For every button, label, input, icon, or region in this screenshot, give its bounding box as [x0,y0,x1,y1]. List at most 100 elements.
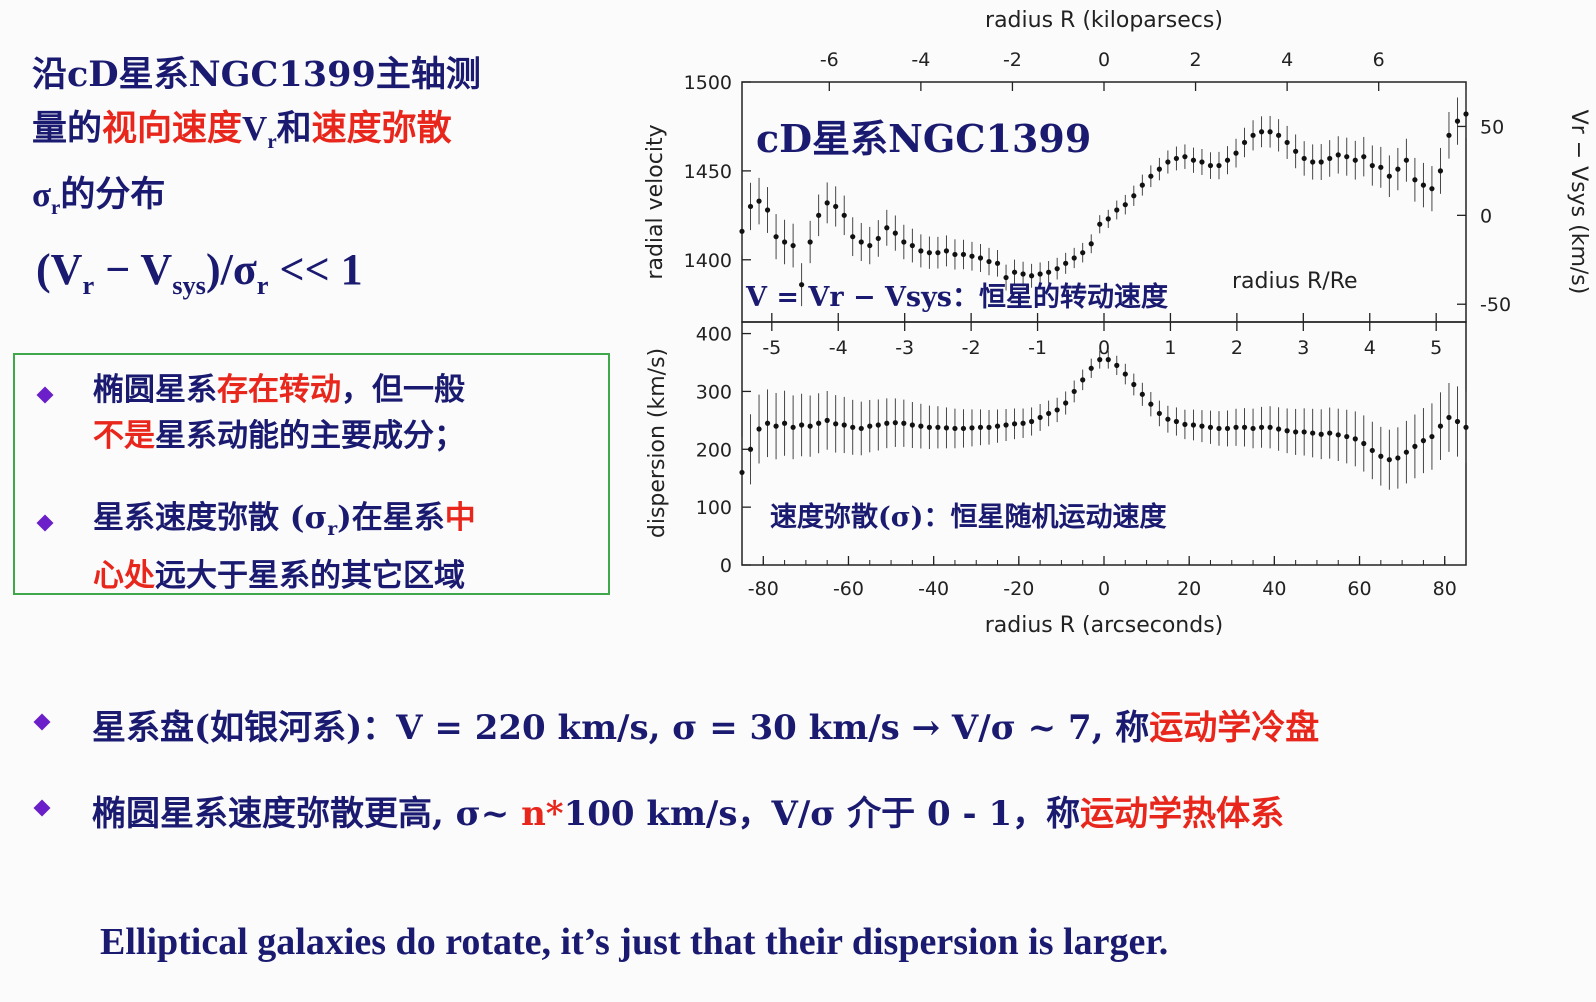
dispersion-point [1156,410,1162,417]
x-tick-label-re: -2 [962,337,981,359]
formula-sub-r2: r [256,269,269,300]
intro-line2-d: 和 [276,108,312,149]
dispersion-point [1029,418,1035,425]
dispersion-point [1412,443,1418,449]
velocity-point [1097,221,1103,227]
x-tick-label-arcsec: -20 [1003,578,1034,600]
x-tick-label-arcsec: 40 [1262,578,1286,600]
intro-line-3: σr的分布 [32,168,622,234]
velocity-point [892,230,898,236]
bullet-icon [33,799,51,817]
dispersion-point [781,420,788,426]
velocity-point [1173,155,1179,162]
dispersion-point [875,422,881,428]
velocity-point [1403,157,1409,163]
velocity-point [1335,152,1341,158]
dispersion-point [1344,433,1350,440]
velocity-point [1420,182,1427,188]
velocity-point [1386,173,1392,179]
intro-vr-sub: r [267,129,277,153]
dispersion-point [841,422,847,428]
dispersion-point [1003,422,1009,428]
dispersion-point [1335,432,1341,438]
dispersion-point [1122,371,1128,377]
dispersion-point [1173,418,1179,425]
dispersion-point [1088,365,1094,371]
dispersion-point [1310,430,1316,436]
velocity-point [1105,216,1111,222]
velocity-point [781,239,788,245]
dispersion-point [935,424,941,430]
velocity-point [850,234,856,240]
intro-line2-a: 量的 [32,108,103,149]
velocity-point [1276,132,1282,138]
bottom-panel-series [739,350,1469,509]
velocity-point [1199,159,1205,165]
x-tick-label-re: 3 [1297,337,1309,359]
velocity-point [1054,266,1060,272]
bottom-a-cold-disk: 运动学冷盘 [1149,708,1320,748]
dispersion-point [1071,388,1077,395]
velocity-point [918,248,924,254]
x-tick-label-kpc: 0 [1098,49,1110,71]
y-tick-label-right: 50 [1480,116,1504,138]
bottom-b-hot-system: 运动学热体系 [1080,794,1285,834]
velocity-point [1156,166,1162,172]
velocity-point [994,260,1001,266]
velocity-point [969,253,975,259]
dispersion-point [1293,429,1299,435]
dispersion-point [969,425,975,431]
dispersion-point [1080,377,1086,383]
dispersion-point [943,425,950,431]
intro-text: 沿cD星系NGC1399主轴测 量的视向速度Vr和速度弥散 σr的分布 [32,48,622,234]
dispersion-point [1097,357,1103,363]
dispersion-point [799,422,805,428]
dispersion-point [1020,420,1026,426]
dispersion-point [850,424,856,430]
dispersion-point [1454,418,1461,425]
x-tick-label-re: 5 [1430,337,1442,359]
dispersion-point [1216,425,1222,432]
velocity-point [764,207,771,213]
dispersion-point [790,424,796,430]
velocity-point [1207,162,1214,169]
dispersion-point [1403,449,1409,455]
bottom-b-n: n* [521,794,564,834]
dispersion-point [977,424,984,430]
velocity-point [909,242,915,249]
velocity-point [875,235,881,242]
b1-e: 星系动能的主要成分； [155,418,465,454]
dispersion-point [1276,426,1282,432]
dispersion-point [1420,438,1427,444]
velocity-point [926,250,932,256]
dispersion-point [901,420,907,426]
dispersion-point [764,420,771,426]
velocity-point [901,239,907,245]
velocity-point [1216,162,1222,169]
intro-line-2: 量的视向速度Vr和速度弥散 [32,102,622,168]
bullet-icon [36,386,54,404]
intro-radial-velocity-term: 视向速度 [102,108,243,149]
intro-sigma-sub: r [51,195,61,219]
y-label-velocity: radial velocity [643,124,668,279]
velocity-point [1241,139,1248,146]
dispersion-point [1224,425,1231,432]
intro-line3-b: 的分布 [60,174,166,215]
dispersion-point [1139,391,1145,397]
dispersion-point [1437,423,1444,429]
dispersion-point [1148,401,1154,407]
x-tick-label-arcsec: -60 [833,578,864,600]
velocity-point [1139,182,1145,188]
velocity-point [1071,255,1077,261]
velocity-point [1148,173,1154,179]
velocity-point [1284,139,1290,146]
dispersion-point [816,420,822,426]
dispersion-annotation: 速度弥散(σ)：恒星随机运动速度 [770,501,1166,533]
velocity-point [977,255,984,261]
dispersion-point [1250,425,1256,432]
intro-line-1: 沿cD星系NGC1399主轴测 [32,54,481,95]
velocity-point [1267,129,1273,135]
chart-title: cD星系NGC1399 [756,116,1091,161]
formula-mid: )/σ [205,245,257,294]
